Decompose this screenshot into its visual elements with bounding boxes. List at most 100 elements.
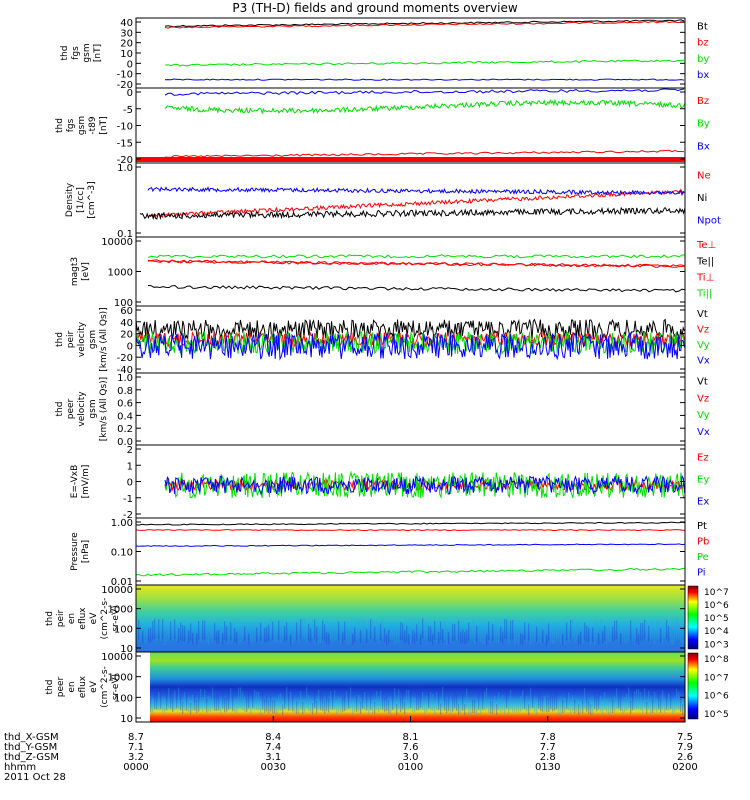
spectrogram-texture bbox=[342, 632, 344, 645]
spectrogram-texture bbox=[394, 633, 396, 645]
y-label-line: gsm bbox=[82, 43, 92, 62]
series-by bbox=[164, 98, 686, 115]
spectrogram-texture bbox=[666, 691, 668, 710]
spectrogram-texture bbox=[538, 688, 540, 709]
spectrogram-texture bbox=[236, 699, 238, 713]
y-tick-label: 100 bbox=[114, 624, 133, 635]
spectrogram-texture bbox=[252, 688, 254, 709]
spectrogram-texture bbox=[246, 625, 248, 642]
spectrogram-texture bbox=[326, 632, 328, 645]
y-label-line: eV bbox=[89, 680, 99, 693]
spectrogram-texture bbox=[532, 687, 534, 709]
spectrogram-texture bbox=[336, 702, 338, 715]
spectrogram-texture bbox=[568, 692, 570, 711]
y-tick-label: 30 bbox=[120, 28, 133, 39]
spectrogram-texture bbox=[514, 635, 516, 646]
spectrogram-texture bbox=[306, 687, 308, 709]
colorbar-tick: 10^8 bbox=[704, 655, 729, 665]
legend-pb: Pb bbox=[697, 536, 709, 547]
series-pb bbox=[135, 529, 686, 532]
spectrogram-texture bbox=[154, 618, 156, 639]
spectrogram-texture bbox=[234, 627, 236, 643]
spectrogram-texture bbox=[202, 620, 204, 640]
spectrogram-texture bbox=[178, 628, 180, 643]
spectrogram-texture bbox=[538, 627, 540, 643]
spectrogram-texture bbox=[152, 621, 154, 640]
spectrogram-texture bbox=[494, 628, 496, 643]
colorbar-tick: 10^6 bbox=[704, 601, 729, 611]
spectrogram-texture bbox=[376, 621, 378, 640]
spectrogram-texture bbox=[540, 694, 542, 712]
panel-4: magt3 [eV] 10000 1000 100 Te⊥ Te|| Ti⊥ Ti|| bbox=[70, 236, 716, 309]
series-ex bbox=[164, 475, 686, 496]
spectrogram-texture bbox=[596, 620, 598, 640]
spectrogram-texture bbox=[590, 704, 592, 715]
spectrogram-texture bbox=[232, 695, 234, 712]
legend-ni: Ni bbox=[697, 193, 707, 204]
spectrogram-texture bbox=[344, 621, 346, 640]
spectrogram-texture bbox=[340, 630, 342, 644]
spectrogram-texture bbox=[352, 702, 354, 715]
spectrogram-texture bbox=[524, 622, 526, 641]
spectrogram-texture bbox=[382, 691, 384, 710]
spectrogram-texture bbox=[540, 629, 542, 644]
y-label-line: [nPa] bbox=[81, 540, 91, 563]
spectrogram-texture bbox=[632, 625, 634, 642]
legend-by: by bbox=[697, 54, 709, 65]
spectrogram-texture bbox=[616, 688, 618, 709]
spectrogram-texture bbox=[518, 633, 520, 645]
spectrogram-texture bbox=[452, 696, 454, 712]
spectrogram-texture bbox=[162, 696, 164, 712]
series-bx bbox=[164, 88, 685, 96]
y-label-line: [eV] bbox=[81, 262, 91, 281]
spectrogram-texture bbox=[598, 690, 600, 710]
spectrogram-texture bbox=[526, 696, 528, 712]
spectrogram-texture bbox=[368, 701, 370, 714]
spectrogram-texture bbox=[660, 628, 662, 643]
spectrogram-texture bbox=[292, 695, 294, 712]
y-label-line: fgs bbox=[71, 46, 81, 60]
spectrogram-texture bbox=[662, 632, 664, 645]
spectrogram-texture bbox=[306, 627, 308, 643]
y-tick-label: 0.0 bbox=[117, 437, 133, 448]
spectrogram-texture bbox=[312, 619, 314, 639]
spectrogram-texture bbox=[216, 631, 218, 644]
y-tick-label: 0.01 bbox=[111, 577, 133, 588]
spectrogram-texture bbox=[626, 631, 628, 644]
spectrogram-texture bbox=[310, 698, 312, 713]
spectrogram-texture bbox=[160, 624, 162, 641]
spectrogram-texture bbox=[490, 700, 492, 714]
colorbar-tick: 10^7 bbox=[704, 673, 729, 683]
spectrogram-texture bbox=[388, 630, 390, 644]
spectrogram-texture bbox=[320, 692, 322, 711]
y-tick-label: -20 bbox=[117, 80, 133, 91]
spectrogram-texture bbox=[658, 620, 660, 640]
spectrogram-texture bbox=[352, 634, 354, 645]
spectrogram-texture bbox=[316, 626, 318, 642]
spectrogram-texture bbox=[364, 692, 366, 711]
spectrogram-texture bbox=[460, 631, 462, 644]
spectrogram-texture bbox=[608, 624, 610, 642]
spectrogram-texture bbox=[376, 691, 378, 710]
spectrogram-texture bbox=[660, 699, 662, 713]
y-tick-label: 60 bbox=[120, 306, 133, 317]
spectrogram-texture bbox=[620, 694, 622, 711]
spectrogram-texture bbox=[506, 688, 508, 709]
spectrogram-texture bbox=[618, 687, 620, 709]
spectrogram-texture bbox=[332, 690, 334, 710]
y-label-line: gsm bbox=[88, 330, 98, 349]
spectrogram-texture bbox=[542, 697, 544, 713]
spectrogram-texture bbox=[214, 694, 216, 711]
spectrogram-texture bbox=[448, 631, 450, 644]
spectrogram-texture bbox=[668, 625, 670, 642]
x-tick-ygsm: 7.7 bbox=[540, 742, 556, 753]
spectrogram-texture bbox=[446, 699, 448, 714]
y-tick-label: 1000 bbox=[108, 268, 133, 279]
spectrogram-texture bbox=[404, 702, 406, 715]
spectrogram-texture bbox=[530, 633, 532, 645]
spectrogram-texture bbox=[270, 696, 272, 712]
spectrogram-texture bbox=[182, 701, 184, 714]
spectrogram-texture bbox=[640, 691, 642, 710]
spectrogram-texture bbox=[482, 632, 484, 645]
spectrogram-texture bbox=[342, 697, 344, 713]
